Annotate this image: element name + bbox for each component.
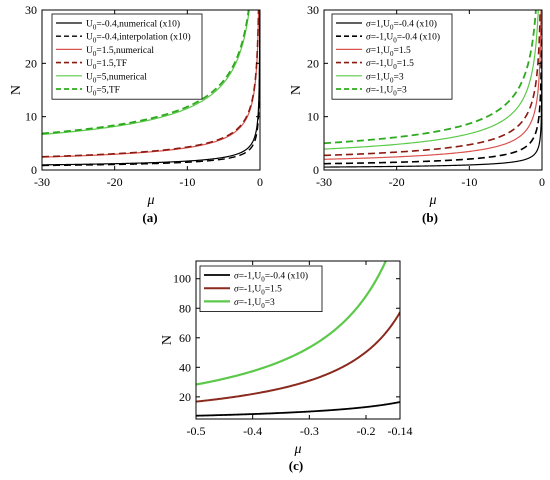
plot-frame	[195, 260, 401, 420]
series-line-3	[324, 10, 542, 160]
series-line-1	[42, 10, 260, 166]
legend-box	[331, 13, 453, 100]
legend-entry: σ=-1,U0=1.5	[234, 285, 282, 297]
x-tick-label: -10	[179, 175, 195, 189]
y-tick-label: 20	[307, 56, 319, 70]
legend-entry: σ=-1,U0=1.5	[366, 59, 414, 71]
legend-entry: σ=-1,U0=-0.4 (x10)	[234, 271, 308, 284]
plot-frame	[41, 9, 261, 171]
x-tick-label: -0.2	[357, 424, 376, 438]
x-tick-label: 0	[539, 175, 545, 189]
panel-label: (c)	[289, 458, 303, 473]
y-tick-label: 40	[179, 360, 191, 374]
legend-entry: U0=1.5,TF	[86, 59, 127, 71]
legend-entry: σ=-1,U0=-0.4 (x10)	[366, 32, 440, 45]
x-axis-label: μ	[428, 193, 436, 208]
legend: U0=-0.4,numerical (x10)U0=-0.4,interpola…	[51, 13, 203, 100]
y-tick-label: 10	[307, 110, 319, 124]
y-tick-label: 30	[307, 3, 319, 17]
legend-entry: U0=-0.4,interpolation (x10)	[86, 32, 191, 45]
legend-entry: σ=1,U0=3	[366, 72, 404, 84]
y-axis-label: N	[9, 85, 24, 95]
x-tick-label: -10	[461, 175, 477, 189]
legend-entry: U0=5,numerical	[86, 72, 147, 84]
legend-entry: σ=-1,U0=3	[234, 298, 275, 310]
y-tick-label: 60	[179, 331, 191, 345]
legend: σ=1,U0=-0.4 (x10)σ=-1,U0=-0.4 (x10)σ=1,U…	[331, 13, 453, 100]
y-tick-label: 10	[25, 110, 37, 124]
y-tick-label: 0	[313, 163, 319, 177]
series-line-6	[324, 10, 537, 145]
y-tick-label: 100	[173, 272, 191, 286]
x-axis-label: μ	[146, 193, 154, 208]
x-tick-label: -0.4	[243, 424, 262, 438]
panel-label: (a)	[142, 210, 157, 225]
series-line-6	[42, 10, 250, 135]
legend-entry: U0=-0.4,numerical (x10)	[86, 19, 180, 32]
panel-a: -30 -20 -10 0 0 10 20 30 μ N (a) U0=-0.4,numerical …	[9, 3, 263, 225]
x-tick-label: -0.3	[300, 424, 319, 438]
legend-entry: σ=1,U0=1.5	[366, 46, 411, 58]
series-line-1	[324, 56, 542, 168]
legend-entry: U0=5,TF	[86, 86, 120, 98]
legend-entry: σ=1,U0=-0.4 (x10)	[366, 19, 437, 32]
series-line-4	[324, 10, 541, 157]
x-tick-label: 0	[257, 175, 263, 189]
series-line-4	[42, 10, 260, 158]
y-tick-label: 20	[179, 390, 191, 404]
panel-label: (b)	[422, 210, 438, 225]
series-line-1	[196, 401, 400, 417]
legend: σ=-1,U0=-0.4 (x10)σ=-1,U0=1.5σ=-1,U0=3	[199, 265, 323, 312]
legend-box	[51, 13, 203, 100]
series-line-3	[196, 261, 387, 386]
series-line-5	[42, 10, 250, 136]
y-tick-label: 0	[31, 163, 37, 177]
y-axis-label: N	[289, 85, 304, 95]
y-tick-label: 30	[25, 3, 37, 17]
x-axis-label: μ	[293, 442, 301, 457]
x-tick-label: -0.14	[388, 424, 413, 438]
y-tick-label: 80	[179, 301, 191, 315]
legend-entry: σ=-1,U0=3	[366, 86, 407, 98]
x-tick-label: -20	[107, 175, 123, 189]
series-line-5	[324, 10, 539, 150]
legend-box	[199, 265, 323, 312]
x-tick-label: -20	[389, 175, 405, 189]
legend-entry: U0=1.5,numerical	[86, 46, 154, 58]
plot-frame	[323, 9, 543, 171]
y-axis-label: N	[160, 335, 175, 345]
series-line-2	[42, 10, 260, 167]
panel-c: -0.5 -0.4 -0.3 -0.2 -0.14 20 40 60 80 100 μ N (c) σ=-…	[160, 260, 413, 473]
x-tick-label: -30	[34, 175, 50, 189]
series-line-2	[196, 311, 400, 403]
y-tick-label: 20	[25, 56, 37, 70]
x-tick-label: -0.5	[187, 424, 206, 438]
x-tick-label: -30	[316, 175, 332, 189]
series-line-2	[324, 10, 542, 165]
